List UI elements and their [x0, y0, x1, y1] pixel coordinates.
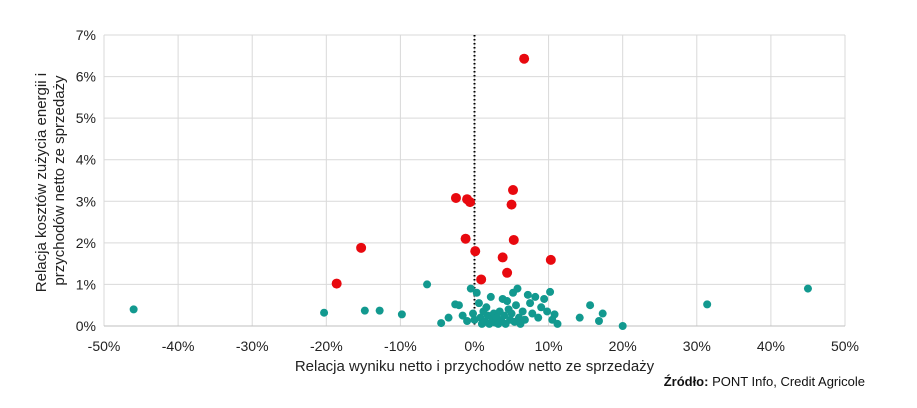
data-point-teal	[528, 309, 537, 318]
y-tick-label: 3%	[76, 193, 96, 209]
x-tick-labels: -50% -40% -30% -20% -10% 0% 10% 20% 30% 40% 50%	[88, 338, 859, 354]
data-point-teal	[550, 310, 559, 319]
data-point-teal	[546, 287, 555, 296]
data-point-teal	[534, 313, 543, 322]
data-point-teal	[458, 311, 467, 320]
data-point-teal	[469, 309, 478, 318]
x-tick-label: -30%	[236, 338, 269, 354]
source-note: Źródło: PONT Info, Credit Agricole	[664, 374, 865, 389]
data-point-teal	[513, 284, 522, 293]
data-point-teal	[486, 292, 495, 301]
data-point-red	[502, 267, 513, 278]
data-point-red	[545, 254, 556, 265]
data-point-teal	[553, 319, 562, 328]
data-point-teal	[575, 313, 584, 322]
data-point-teal	[703, 300, 712, 309]
data-point-teal	[537, 303, 546, 312]
data-point-teal	[503, 297, 512, 306]
data-point-teal	[507, 309, 516, 318]
x-tick-label: 50%	[831, 338, 859, 354]
data-point-teal	[360, 306, 369, 315]
y-tick-label: 6%	[76, 69, 96, 85]
data-point-teal	[586, 301, 595, 310]
data-point-teal	[518, 307, 527, 316]
data-point-teal	[320, 308, 329, 317]
y-tick-label: 7%	[76, 27, 96, 43]
data-point-teal	[482, 303, 491, 312]
data-point-teal	[375, 306, 384, 315]
data-point-red	[450, 192, 461, 203]
data-point-red	[519, 53, 530, 64]
x-tick-label: -50%	[88, 338, 121, 354]
data-point-red	[465, 197, 476, 208]
data-point-teal	[466, 284, 475, 293]
data-point-red	[356, 242, 367, 253]
y-axis-title-line-2: przychodów netto ze sprzedaży	[51, 75, 68, 286]
data-point-teal	[803, 284, 812, 293]
data-point-red	[460, 233, 471, 244]
data-points	[129, 53, 812, 330]
source-text: PONT Info, Credit Agricole	[708, 374, 865, 389]
x-tick-label: -20%	[310, 338, 343, 354]
data-point-red	[470, 246, 481, 257]
x-tick-label: 20%	[609, 338, 637, 354]
data-point-teal	[397, 310, 406, 319]
data-point-teal	[520, 315, 529, 324]
x-axis-title: Relacja wyniku netto i przychodów netto …	[295, 358, 655, 375]
y-tick-label: 5%	[76, 110, 96, 126]
data-point-teal	[618, 322, 627, 330]
data-point-teal	[474, 299, 483, 308]
data-point-teal	[531, 292, 540, 301]
data-point-teal	[129, 305, 138, 314]
data-point-teal	[540, 294, 549, 303]
data-point-teal	[511, 301, 520, 310]
x-tick-label: -40%	[162, 338, 195, 354]
x-tick-label: 30%	[683, 338, 711, 354]
data-point-red	[476, 274, 487, 285]
y-tick-label: 4%	[76, 152, 96, 168]
x-tick-label: 0%	[464, 338, 484, 354]
data-point-teal	[423, 280, 432, 289]
data-point-teal	[543, 307, 552, 316]
x-tick-label: 10%	[535, 338, 563, 354]
y-axis-title: Relacja kosztów zużycia energii i przych…	[33, 69, 68, 292]
x-tick-label: -10%	[384, 338, 417, 354]
data-point-teal	[454, 301, 463, 310]
data-point-teal	[523, 290, 532, 299]
data-point-teal	[598, 309, 607, 318]
y-axis-title-line-1: Relacja kosztów zużycia energii i	[33, 73, 50, 292]
y-tick-label: 2%	[76, 235, 96, 251]
y-tick-label: 1%	[76, 276, 96, 292]
data-point-teal	[437, 319, 446, 328]
x-tick-label: 40%	[757, 338, 785, 354]
data-point-teal	[463, 317, 472, 326]
data-point-teal	[472, 288, 481, 297]
data-point-teal	[594, 317, 603, 326]
data-point-red	[508, 185, 519, 196]
data-point-teal	[444, 313, 453, 322]
y-tick-label: 0%	[76, 318, 96, 334]
data-point-red	[331, 278, 342, 289]
data-point-teal	[500, 311, 509, 320]
source-label: Źródło:	[663, 374, 709, 389]
data-point-teal	[526, 299, 535, 308]
data-point-red	[497, 252, 508, 263]
data-point-red	[508, 234, 519, 245]
data-point-red	[506, 199, 517, 210]
y-tick-labels: 0% 1% 2% 3% 4% 5% 6% 7%	[76, 27, 96, 334]
